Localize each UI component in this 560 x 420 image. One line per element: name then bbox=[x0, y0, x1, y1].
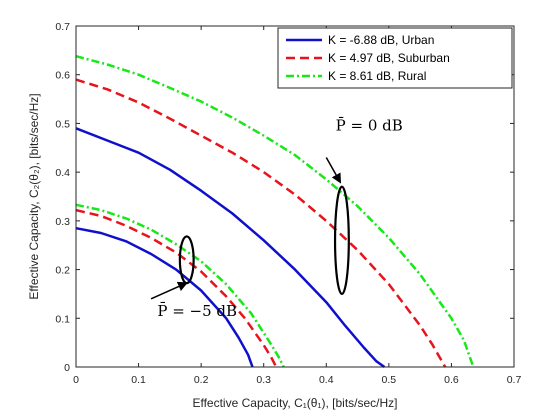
legend-label: K = 4.97 dB, Suburban bbox=[328, 51, 450, 65]
x-tick-label: 0.7 bbox=[507, 374, 522, 386]
x-axis-label: Effective Capacity, C₁(θ₁), [bits/sec/Hz… bbox=[192, 396, 397, 410]
tick-layer: 0 0.1 0.2 0.3 0.4 0.5 0.6 0.7 0 0.1 0.2 0.3 0.4 0.5 0.… bbox=[55, 21, 521, 386]
x-tick-label: 0.5 bbox=[382, 374, 397, 386]
series-line bbox=[75, 78, 447, 368]
series-1 bbox=[75, 127, 386, 369]
legend: K = -6.88 dB, Urban K = 4.97 dB, Suburban… bbox=[277, 27, 513, 89]
y-axis-label: Effective Capacity, C₂(θ₂), [bits/sec/Hz… bbox=[27, 93, 41, 299]
annotation-label: P̄ = −5 dB bbox=[157, 302, 237, 320]
x-tick-label: 0.2 bbox=[194, 374, 209, 386]
y-tick-label: 0.3 bbox=[55, 216, 70, 228]
annotation-label: P̄ = 0 dB bbox=[336, 117, 403, 135]
y-tick-label: 0 bbox=[64, 362, 70, 374]
annotation-layer: P̄ = 0 dB P̄ = −5 dB bbox=[150, 117, 403, 320]
x-tick-label: 0.1 bbox=[131, 374, 146, 386]
annotation-ellipse bbox=[333, 185, 350, 296]
annotation-arrow bbox=[150, 281, 188, 300]
series-line bbox=[75, 54, 475, 368]
x-tick-label: 0 bbox=[73, 374, 79, 386]
axes-box bbox=[75, 25, 515, 368]
y-tick-label: 0.2 bbox=[55, 265, 70, 277]
y-tick-label: 0.6 bbox=[55, 70, 70, 82]
series-line bbox=[75, 208, 278, 368]
x-tick-label: 0.4 bbox=[319, 374, 334, 386]
series-layer bbox=[75, 54, 475, 369]
series-line bbox=[75, 127, 386, 369]
series-line bbox=[75, 203, 285, 368]
annotation-arrow bbox=[325, 157, 342, 184]
series-3 bbox=[75, 54, 475, 368]
y-tick-label: 0.5 bbox=[55, 118, 70, 130]
series-line bbox=[75, 226, 254, 368]
y-tick-label: 0.7 bbox=[55, 21, 70, 33]
series-2 bbox=[75, 78, 447, 368]
y-tick-label: 0.1 bbox=[55, 313, 70, 325]
y-tick-label: 0.4 bbox=[55, 167, 70, 179]
legend-label: K = 8.61 dB, Rural bbox=[328, 69, 426, 83]
x-tick-label: 0.6 bbox=[444, 374, 459, 386]
x-tick-label: 0.3 bbox=[256, 374, 271, 386]
legend-label: K = -6.88 dB, Urban bbox=[328, 33, 434, 47]
